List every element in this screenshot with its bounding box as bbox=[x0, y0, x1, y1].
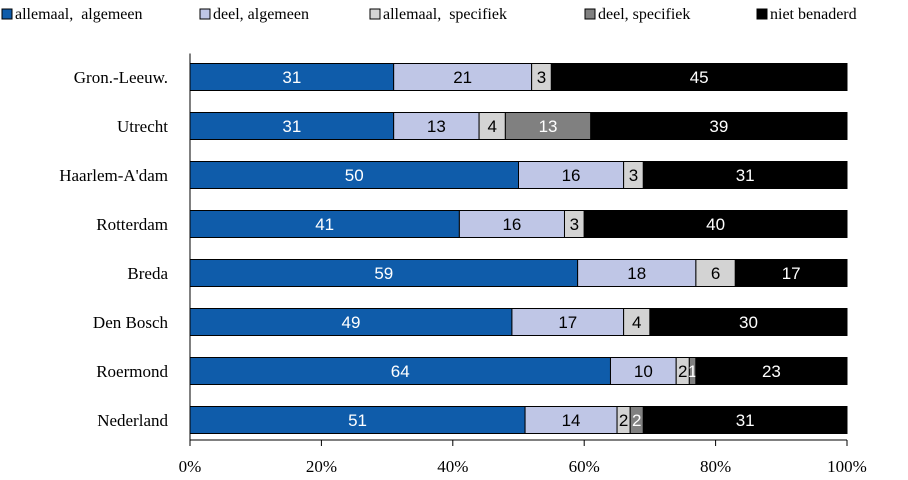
bar-segment-deel-algemeen bbox=[393, 112, 480, 140]
bar-segment-deel-algemeen bbox=[524, 406, 618, 434]
category-label-breda: Breda bbox=[127, 264, 168, 283]
data-label: 17 bbox=[558, 313, 577, 332]
category-label-gron-leeuw: Gron.-Leeuw. bbox=[74, 68, 168, 87]
data-label: 39 bbox=[709, 117, 728, 136]
data-label: 40 bbox=[706, 215, 725, 234]
data-label: 59 bbox=[374, 264, 393, 283]
data-label: 16 bbox=[502, 215, 521, 234]
data-label: 18 bbox=[627, 264, 646, 283]
data-label: 2 bbox=[619, 411, 628, 430]
data-label: 3 bbox=[629, 166, 638, 185]
legend-label-deel-algemeen: deel, algemeen bbox=[213, 6, 309, 23]
category-label-utrecht: Utrecht bbox=[117, 117, 168, 136]
legend-label-allemaal-algemeen: allemaal, algemeen bbox=[15, 6, 142, 23]
legend-swatch-allemaal-algemeen bbox=[1, 8, 13, 20]
data-label: 21 bbox=[453, 68, 472, 87]
category-label-rotterdam: Rotterdam bbox=[96, 215, 168, 234]
bar-segment-allemaal-specifiek bbox=[695, 259, 736, 287]
bar-segment-deel-algemeen bbox=[458, 210, 565, 238]
x-tick-label: 0% bbox=[179, 457, 202, 476]
bar-segment-niet-benaderd bbox=[583, 210, 848, 238]
data-label: 16 bbox=[562, 166, 581, 185]
data-label: 64 bbox=[391, 362, 410, 381]
bar-segment-allemaal-algemeen bbox=[189, 406, 526, 434]
data-label: 13 bbox=[539, 117, 558, 136]
bar-segment-allemaal-algemeen bbox=[189, 259, 579, 287]
bar-segment-deel-algemeen bbox=[393, 63, 533, 91]
bar-segment-deel-algemeen bbox=[518, 161, 625, 189]
data-label: 23 bbox=[762, 362, 781, 381]
bar-segment-deel-algemeen bbox=[577, 259, 697, 287]
data-label: 2 bbox=[678, 362, 687, 381]
x-tick-label: 100% bbox=[827, 457, 867, 476]
data-label: 10 bbox=[634, 362, 653, 381]
data-label: 45 bbox=[690, 68, 709, 87]
data-label: 3 bbox=[537, 68, 546, 87]
legend-swatch-deel-algemeen bbox=[199, 8, 211, 20]
legend: allemaal, algemeen deel, algemeen allemaal… bbox=[1, 6, 857, 23]
bar-segment-niet-benaderd bbox=[642, 161, 848, 189]
legend-label-allemaal-specifiek: allemaal, specifiek bbox=[383, 6, 507, 23]
data-label: 49 bbox=[342, 313, 361, 332]
bar-segment-niet-benaderd bbox=[734, 259, 848, 287]
legend-swatch-niet-benaderd bbox=[756, 8, 768, 20]
category-label-roermond: Roermond bbox=[96, 362, 168, 381]
data-label: 51 bbox=[348, 411, 367, 430]
data-label: 50 bbox=[345, 166, 364, 185]
data-label: 2 bbox=[632, 411, 641, 430]
data-label: 31 bbox=[282, 117, 301, 136]
data-label: 17 bbox=[782, 264, 801, 283]
x-tick-label: 60% bbox=[569, 457, 600, 476]
data-label: 3 bbox=[570, 215, 579, 234]
category-label-nederland: Nederland bbox=[97, 411, 168, 430]
data-label: 4 bbox=[632, 313, 641, 332]
data-label: 6 bbox=[711, 264, 720, 283]
bar-segment-allemaal-algemeen bbox=[189, 357, 611, 385]
bar-segment-allemaal-algemeen bbox=[189, 308, 513, 336]
category-labels: Gron.-Leeuw. Utrecht Haarlem-A'dam Rotterda… bbox=[59, 68, 168, 430]
bar-segment-deel-algemeen bbox=[609, 357, 677, 385]
bar-segment-allemaal-algemeen bbox=[189, 63, 395, 91]
x-tick-label: 80% bbox=[700, 457, 731, 476]
bar-segment-niet-benaderd bbox=[642, 406, 848, 434]
data-label: 14 bbox=[562, 411, 581, 430]
data-label: 31 bbox=[736, 166, 755, 185]
x-tick-label: 20% bbox=[306, 457, 337, 476]
x-tick-label: 40% bbox=[437, 457, 468, 476]
x-axis: 0% 20% 40% 60% 80% 100% bbox=[179, 53, 867, 476]
data-label: 13 bbox=[427, 117, 446, 136]
legend-label-niet-benaderd: niet benaderd bbox=[770, 6, 857, 23]
data-label: 30 bbox=[739, 313, 758, 332]
bar-segment-allemaal-specifiek bbox=[478, 112, 506, 140]
category-label-den-bosch: Den Bosch bbox=[93, 313, 169, 332]
bar-segment-allemaal-algemeen bbox=[189, 112, 395, 140]
legend-swatch-deel-specifiek bbox=[584, 8, 596, 20]
category-label-haarlem-a-dam: Haarlem-A'dam bbox=[59, 166, 168, 185]
legend-swatch-allemaal-specifiek bbox=[369, 8, 381, 20]
bar-segment-allemaal-algemeen bbox=[189, 210, 460, 238]
bar-segment-niet-benaderd bbox=[695, 357, 848, 385]
bar-segment-niet-benaderd bbox=[649, 308, 848, 336]
data-label: 4 bbox=[487, 117, 496, 136]
bar-segment-niet-benaderd bbox=[590, 112, 848, 140]
data-label: 31 bbox=[736, 411, 755, 430]
bar-segment-niet-benaderd bbox=[550, 63, 848, 91]
data-label: 1 bbox=[688, 362, 697, 381]
data-label: 31 bbox=[282, 68, 301, 87]
data-label: 41 bbox=[315, 215, 334, 234]
legend-label-deel-specifiek: deel, specifiek bbox=[598, 6, 690, 23]
